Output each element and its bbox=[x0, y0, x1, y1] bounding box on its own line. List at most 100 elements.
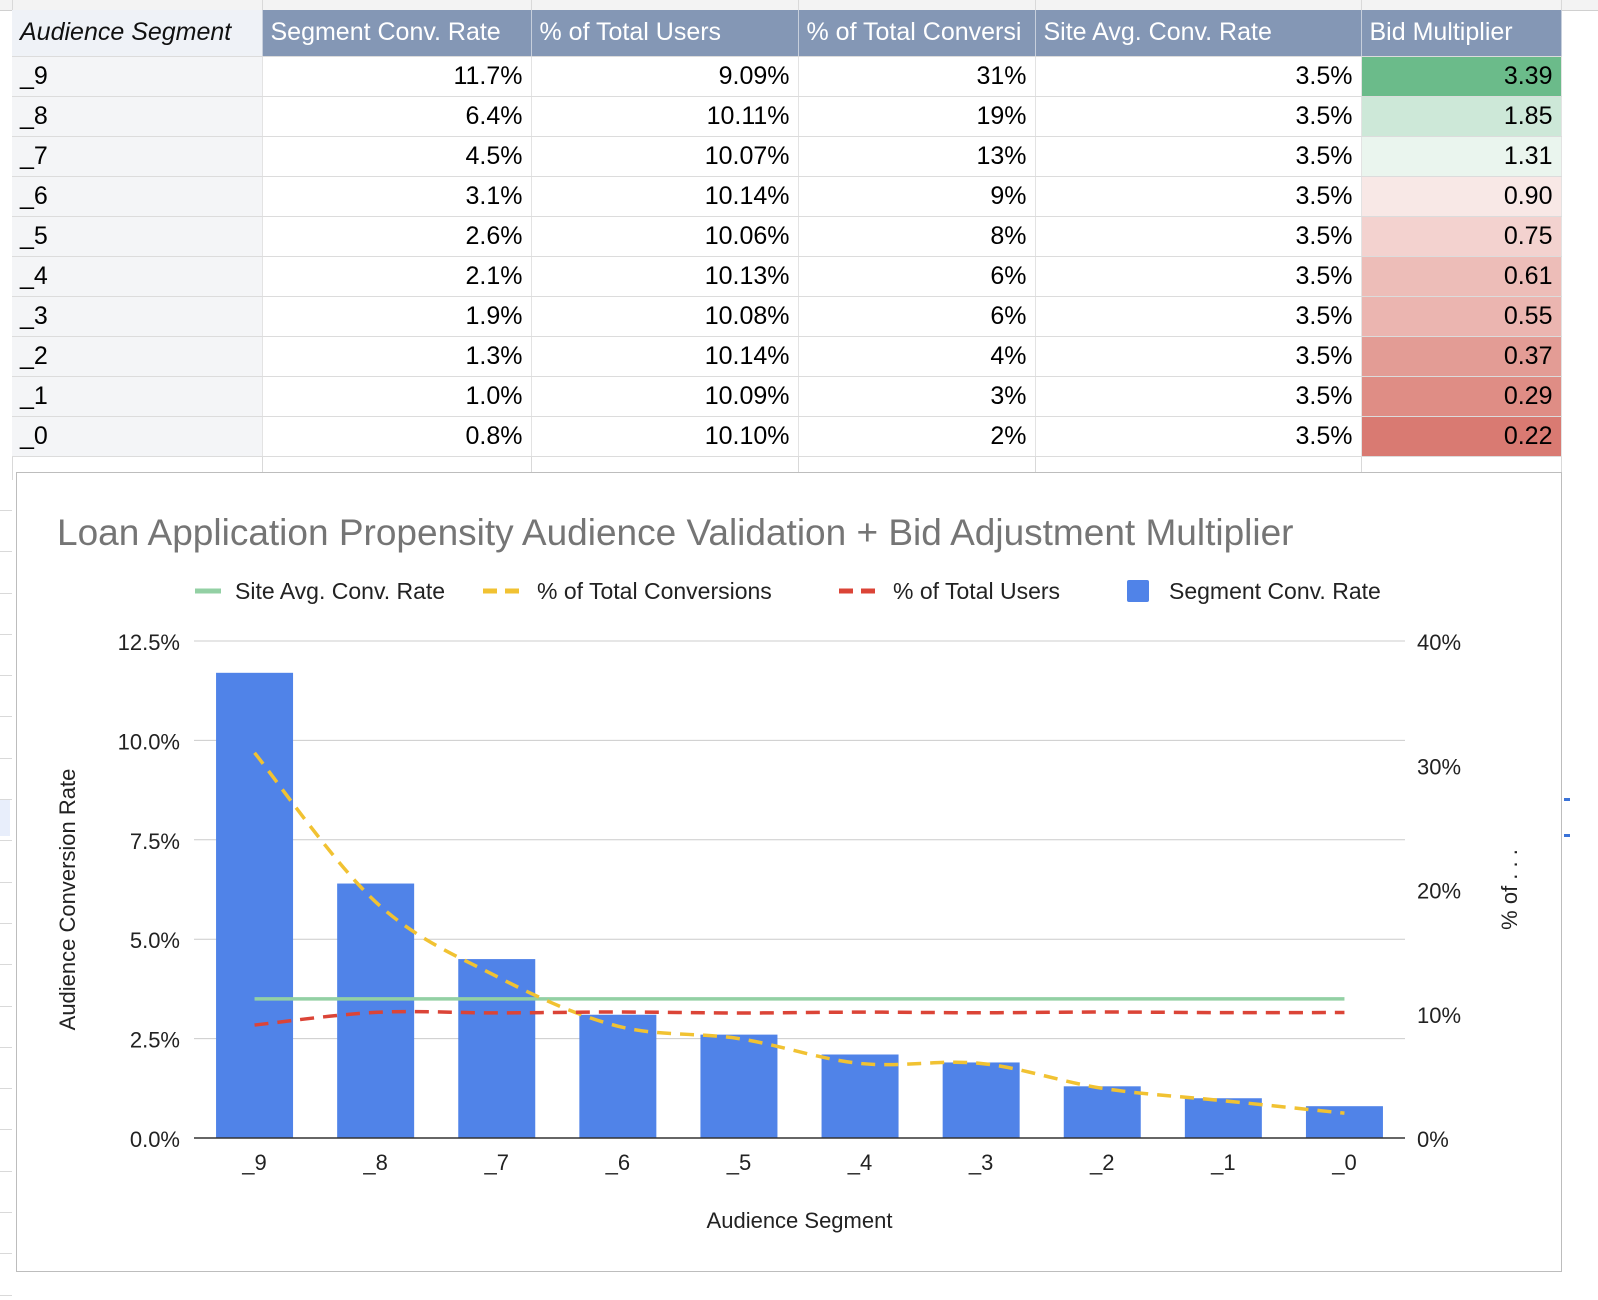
cell-pct-total-conversions[interactable]: 6% bbox=[798, 256, 1036, 297]
line-pct-total-conversions[interactable] bbox=[253, 751, 1345, 1115]
bar-segment-conv-rate[interactable] bbox=[216, 672, 294, 1138]
cell-site-avg-conv-rate[interactable]: 3.5% bbox=[1035, 416, 1362, 457]
cell-segment[interactable]: _6 bbox=[12, 176, 263, 217]
cell-site-avg-conv-rate[interactable]: 3.5% bbox=[1035, 336, 1362, 377]
bar-segment-conv-rate[interactable] bbox=[821, 1054, 899, 1138]
cell-segment[interactable]: _9 bbox=[12, 56, 263, 97]
cell-segment[interactable]: _2 bbox=[12, 336, 263, 377]
cell-bid-multiplier[interactable]: 0.22 bbox=[1361, 416, 1562, 457]
cell-pct-total-users[interactable]: 10.10% bbox=[531, 416, 799, 457]
cell-site-avg-conv-rate[interactable]: 3.5% bbox=[1035, 216, 1362, 257]
cell-pct-total-users[interactable]: 10.08% bbox=[531, 296, 799, 337]
bar-segment-conv-rate[interactable] bbox=[579, 1014, 657, 1138]
bar-segment-conv-rate[interactable] bbox=[1305, 1106, 1383, 1138]
cell-segment-conv-rate[interactable]: 0.8% bbox=[262, 416, 532, 457]
y-axis-title: Audience Conversion Rate bbox=[55, 769, 80, 1031]
legend-swatch-bar bbox=[1127, 580, 1149, 602]
chart-container[interactable]: Loan Application Propensity Audience Val… bbox=[16, 472, 1562, 1272]
cell-site-avg-conv-rate[interactable]: 3.5% bbox=[1035, 96, 1362, 137]
cell-pct-total-users[interactable]: 10.11% bbox=[531, 96, 799, 137]
cell-pct-total-users[interactable]: 10.07% bbox=[531, 136, 799, 177]
cell-segment-conv-rate[interactable]: 3.1% bbox=[262, 176, 532, 217]
cell-segment-conv-rate[interactable]: 6.4% bbox=[262, 96, 532, 137]
cell-segment[interactable]: _8 bbox=[12, 96, 263, 137]
legend-label[interactable]: % of Total Users bbox=[893, 578, 1060, 604]
cell-site-avg-conv-rate[interactable]: 3.5% bbox=[1035, 256, 1362, 297]
legend-label[interactable]: Segment Conv. Rate bbox=[1169, 578, 1381, 604]
line-pct-total-users[interactable] bbox=[254, 1009, 1345, 1027]
x-tick-label: _8 bbox=[362, 1150, 387, 1175]
legend-label[interactable]: Site Avg. Conv. Rate bbox=[235, 578, 445, 604]
cell-pct-total-conversions[interactable]: 13% bbox=[798, 136, 1036, 177]
header-bid-multiplier[interactable]: Bid Multiplier bbox=[1361, 10, 1562, 57]
data-table: Audience Segment Segment Conv. Rate % of… bbox=[12, 10, 1562, 457]
cell-site-avg-conv-rate[interactable]: 3.5% bbox=[1035, 376, 1362, 417]
cell-bid-multiplier[interactable]: 1.31 bbox=[1361, 136, 1562, 177]
cell-site-avg-conv-rate[interactable]: 3.5% bbox=[1035, 56, 1362, 97]
cell-bid-multiplier[interactable]: 0.55 bbox=[1361, 296, 1562, 337]
cell-site-avg-conv-rate[interactable]: 3.5% bbox=[1035, 296, 1362, 337]
cell-segment[interactable]: _4 bbox=[12, 256, 263, 297]
cell-segment-conv-rate[interactable]: 4.5% bbox=[262, 136, 532, 177]
cell-segment[interactable]: _5 bbox=[12, 216, 263, 257]
cell-pct-total-users[interactable]: 10.14% bbox=[531, 336, 799, 377]
cell-segment-conv-rate[interactable]: 1.0% bbox=[262, 376, 532, 417]
bar-segment-conv-rate[interactable] bbox=[458, 959, 536, 1138]
header-segment-conv-rate[interactable]: Segment Conv. Rate bbox=[262, 10, 532, 57]
bar-segment-conv-rate[interactable] bbox=[700, 1034, 778, 1138]
y-tick-label: 0.0% bbox=[130, 1127, 180, 1152]
cell-pct-total-users[interactable]: 9.09% bbox=[531, 56, 799, 97]
cell-bid-multiplier[interactable]: 1.85 bbox=[1361, 96, 1562, 137]
cell-pct-total-users[interactable]: 10.14% bbox=[531, 176, 799, 217]
cell-pct-total-conversions[interactable]: 2% bbox=[798, 416, 1036, 457]
sheet-row-divider bbox=[0, 1006, 12, 1007]
y2-tick-label: 40% bbox=[1417, 630, 1461, 655]
header-site-avg-conv-rate[interactable]: Site Avg. Conv. Rate bbox=[1035, 10, 1362, 57]
y-tick-label: 5.0% bbox=[130, 928, 180, 953]
cell-bid-multiplier[interactable]: 0.29 bbox=[1361, 376, 1562, 417]
sheet-row-divider bbox=[0, 510, 12, 511]
x-tick-label: _1 bbox=[1210, 1150, 1235, 1175]
cell-segment-conv-rate[interactable]: 2.6% bbox=[262, 216, 532, 257]
header-pct-total-users[interactable]: % of Total Users bbox=[531, 10, 799, 57]
header-audience-segment[interactable]: Audience Segment bbox=[12, 10, 263, 57]
cell-bid-multiplier[interactable]: 0.90 bbox=[1361, 176, 1562, 217]
table-row: _7 4.5% 10.07% 13% 3.5% 1.31 bbox=[12, 136, 1562, 177]
cell-segment[interactable]: _3 bbox=[12, 296, 263, 337]
table-row: _1 1.0% 10.09% 3% 3.5% 0.29 bbox=[12, 376, 1562, 417]
cell-site-avg-conv-rate[interactable]: 3.5% bbox=[1035, 176, 1362, 217]
cell-segment-conv-rate[interactable]: 11.7% bbox=[262, 56, 532, 97]
cell-segment-conv-rate[interactable]: 2.1% bbox=[262, 256, 532, 297]
sheet-row-divider bbox=[0, 551, 12, 552]
cell-bid-multiplier[interactable]: 0.75 bbox=[1361, 216, 1562, 257]
cell-segment[interactable]: _0 bbox=[12, 416, 263, 457]
cell-bid-multiplier[interactable]: 3.39 bbox=[1361, 56, 1562, 97]
cell-pct-total-conversions[interactable]: 9% bbox=[798, 176, 1036, 217]
table-row: _2 1.3% 10.14% 4% 3.5% 0.37 bbox=[12, 336, 1562, 377]
cell-segment[interactable]: _1 bbox=[12, 376, 263, 417]
cell-bid-multiplier[interactable]: 0.37 bbox=[1361, 336, 1562, 377]
cell-segment-conv-rate[interactable]: 1.9% bbox=[262, 296, 532, 337]
sheet-row-divider bbox=[0, 634, 12, 635]
bar-segment-conv-rate[interactable] bbox=[1063, 1086, 1141, 1138]
cell-pct-total-users[interactable]: 10.13% bbox=[531, 256, 799, 297]
sheet-row-divider bbox=[0, 1129, 12, 1130]
cell-pct-total-users[interactable]: 10.09% bbox=[531, 376, 799, 417]
cell-segment[interactable]: _7 bbox=[12, 136, 263, 177]
cell-segment-conv-rate[interactable]: 1.3% bbox=[262, 336, 532, 377]
cell-pct-total-conversions[interactable]: 31% bbox=[798, 56, 1036, 97]
sheet-row-divider bbox=[0, 1295, 12, 1296]
cell-pct-total-users[interactable]: 10.06% bbox=[531, 216, 799, 257]
legend-label[interactable]: % of Total Conversions bbox=[537, 578, 772, 604]
cell-bid-multiplier[interactable]: 0.61 bbox=[1361, 256, 1562, 297]
table-row: _8 6.4% 10.11% 19% 3.5% 1.85 bbox=[12, 96, 1562, 137]
header-pct-total-conversions[interactable]: % of Total Conversi bbox=[798, 10, 1036, 57]
cell-pct-total-conversions[interactable]: 3% bbox=[798, 376, 1036, 417]
bar-segment-conv-rate[interactable] bbox=[942, 1062, 1020, 1138]
cell-site-avg-conv-rate[interactable]: 3.5% bbox=[1035, 136, 1362, 177]
cell-pct-total-conversions[interactable]: 6% bbox=[798, 296, 1036, 337]
cell-pct-total-conversions[interactable]: 8% bbox=[798, 216, 1036, 257]
cell-pct-total-conversions[interactable]: 4% bbox=[798, 336, 1036, 377]
cell-pct-total-conversions[interactable]: 19% bbox=[798, 96, 1036, 137]
table-row: _4 2.1% 10.13% 6% 3.5% 0.61 bbox=[12, 256, 1562, 297]
